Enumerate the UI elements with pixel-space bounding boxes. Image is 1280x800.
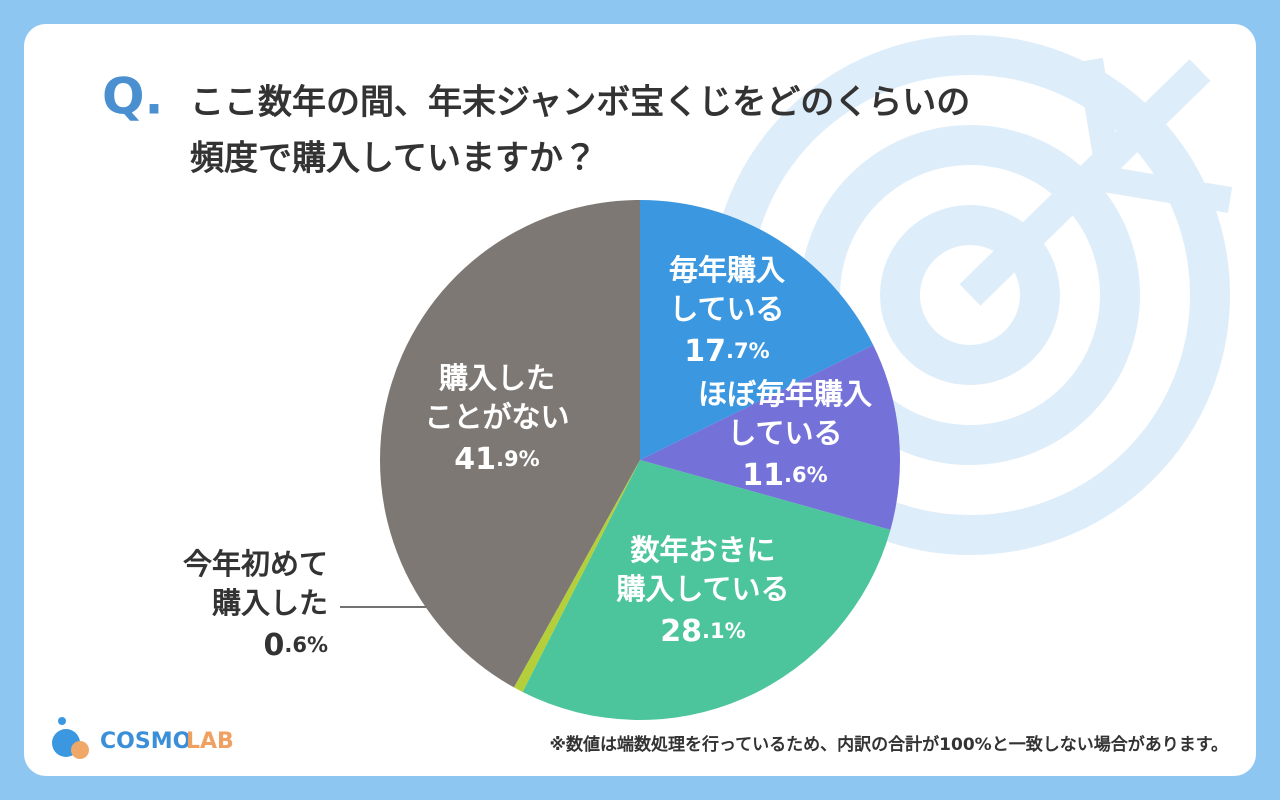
pie-slice — [640, 200, 874, 460]
value-minor: .6% — [784, 463, 828, 487]
value-major: 11 — [742, 458, 784, 493]
value-label: 41.9% — [454, 442, 539, 477]
slice-label: ほぼ毎年購入 — [698, 377, 872, 411]
value-label: 0.6% — [263, 628, 328, 663]
title: ここ数年の間、年末ジャンボ宝くじをどのくらいの — [190, 83, 970, 123]
slice-label: 今年初めて — [183, 547, 328, 581]
value-major: 0 — [263, 628, 284, 663]
slice-label: 毎年購入 — [669, 253, 785, 287]
logo-text: COSMO — [100, 729, 191, 754]
value-major: 17 — [684, 334, 726, 369]
value-major: 41 — [454, 442, 496, 477]
slice-label: している — [669, 292, 784, 326]
pie-slice — [640, 345, 900, 530]
value-major: 28 — [660, 614, 702, 649]
slice-label: 数年おきに — [630, 533, 775, 567]
title: 頻度で購入していますか？ — [190, 139, 597, 179]
pie-slice — [513, 460, 640, 692]
question-mark: Q. — [102, 68, 164, 126]
slice-label: ことがない — [424, 400, 569, 434]
logo: COSMO LAB — [52, 717, 234, 759]
slice-label: 購入した — [439, 361, 555, 395]
value-minor: .9% — [496, 447, 540, 471]
logo-text: LAB — [186, 729, 234, 754]
pie-slice — [522, 460, 891, 720]
target-decoration — [710, 35, 1233, 555]
slice-label: 購入している — [616, 572, 789, 606]
value-minor: .7% — [726, 339, 770, 363]
value-label: 17.7% — [684, 334, 769, 369]
pie-slice — [379, 200, 640, 688]
slice-label: している — [727, 416, 842, 450]
slice-label: 購入した — [212, 586, 328, 620]
value-minor: .6% — [284, 633, 328, 657]
value-minor: .1% — [702, 619, 746, 643]
value-label: 11.6% — [742, 458, 827, 493]
footnote: ※数値は端数処理を行っているため、内訳の合計が100%と一致しない場合があります… — [550, 734, 1229, 755]
value-label: 28.1% — [660, 614, 745, 649]
